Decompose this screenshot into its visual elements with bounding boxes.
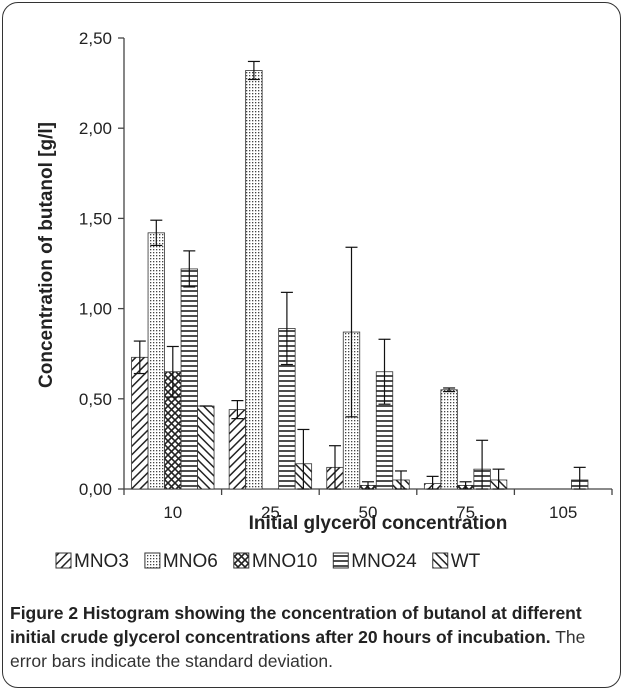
x-tick-label: 50 xyxy=(359,503,378,522)
legend-swatch-wt xyxy=(432,552,449,569)
error-bars xyxy=(133,60,586,490)
bars xyxy=(131,70,589,490)
y-tick-label: 1,00 xyxy=(79,300,112,319)
legend-label-mno6: MNO6 xyxy=(163,551,218,572)
x-axis-label: Initial glycerol concentration xyxy=(249,513,508,534)
y-tick-label: 2,00 xyxy=(79,119,112,138)
legend-swatch-mno24 xyxy=(332,552,349,569)
legend-swatch-mno6 xyxy=(144,552,161,569)
figure-frame xyxy=(2,2,621,688)
legend: MNO3 MNO6 MNO10 MNO24 WT xyxy=(55,551,481,572)
figure-caption: Figure 2 Histogram showing the concentra… xyxy=(10,601,615,673)
legend-label-mno10: MNO10 xyxy=(252,551,317,572)
legend-swatch-mno3 xyxy=(55,552,72,569)
legend-label-mno3: MNO3 xyxy=(74,551,129,572)
figure-caption-text: The error bars indicate the standard dev… xyxy=(10,627,586,671)
legend-label-wt: WT xyxy=(451,551,481,572)
bar-mno6-10 xyxy=(147,232,165,490)
figure-caption-label: Figure 2 Histogram showing the concentra… xyxy=(10,603,582,647)
y-tick-label: 2,50 xyxy=(79,29,112,48)
y-tick-label: 0,50 xyxy=(79,390,112,409)
legend-label-mno24: MNO24 xyxy=(351,551,417,572)
bar-chart: 0,00 0,50 1,00 1,50 2,00 2,50 10 25 50 75 105 Con… xyxy=(36,29,613,572)
x-tick-label: 75 xyxy=(456,503,475,522)
bar-wt-10 xyxy=(197,405,215,490)
bar-mno24-10 xyxy=(180,268,198,490)
legend-swatch-mno10 xyxy=(233,552,250,569)
x-tick-label: 10 xyxy=(163,503,182,522)
x-tick-label: 25 xyxy=(261,503,280,522)
bar-mno6-75 xyxy=(440,389,458,490)
bar-mno3-10 xyxy=(131,356,149,490)
y-axis-label: Concentration of butanol [g/l] xyxy=(36,122,57,388)
y-tick-label: 1,50 xyxy=(79,209,112,228)
y-axis: 0,00 0,50 1,00 1,50 2,00 2,50 xyxy=(79,29,125,499)
bar-mno3-25 xyxy=(228,409,247,490)
y-tick-label: 0,00 xyxy=(79,480,112,499)
x-tick-label: 105 xyxy=(549,503,577,522)
bar-mno6-25 xyxy=(245,70,263,490)
